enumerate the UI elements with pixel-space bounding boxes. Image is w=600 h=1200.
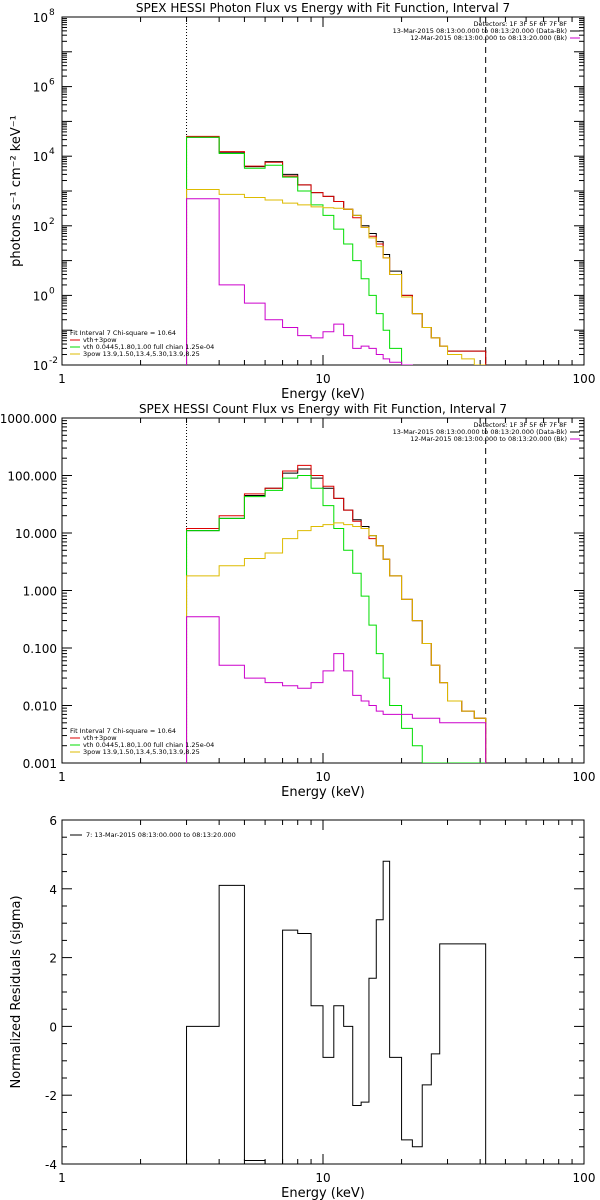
legend-entry: Detectors: 1F 3F 5F 6F 7F 8F xyxy=(473,20,567,28)
y-tick-label: 10 xyxy=(33,150,48,164)
x-tick-label: 1 xyxy=(58,770,66,784)
residuals-panel: 1 10 100 -4 -2 0 2 4 6 Energy (keV) Normalized Res… xyxy=(9,814,595,1200)
x-axis-label: Energy (keV) xyxy=(281,785,365,800)
x-axis-label: Energy (keV) xyxy=(281,387,365,402)
y-tick-label: 1.000 xyxy=(23,585,57,599)
y-tick-label: 6 xyxy=(49,814,57,828)
legend-entry: 7: 13-Mar-2015 08:13:00.000 to 08:13:20.… xyxy=(86,831,236,839)
legend-entry: 13-Mar-2015 08:13:00.000 to 08:13:20.000… xyxy=(393,27,567,35)
legend-entry: Fit Interval 7 Chi-square = 10.64 xyxy=(70,329,176,337)
chart-title: SPEX HESSI Photon Flux vs Energy with Fi… xyxy=(136,1,510,15)
series-thermal xyxy=(186,475,486,763)
legend-entry: 13-Mar-2015 08:13:00.000 to 08:13:20.000… xyxy=(393,428,567,436)
y-tick-label: -2 xyxy=(45,1089,57,1103)
legend-entry: vth 0.0445,1.80,1.00 full chian 1.25e-04 xyxy=(83,741,214,749)
y-tick-label: 10.000 xyxy=(15,527,57,541)
y-tick-label: 0.100 xyxy=(23,642,57,656)
y-tick-exponent: 4 xyxy=(49,147,55,157)
legend-entry: vth+3pow xyxy=(83,734,117,742)
y-tick-label: 2 xyxy=(49,952,57,966)
y-tick-label: 100.000 xyxy=(7,470,57,484)
y-tick-label: 10 xyxy=(33,220,48,234)
series-nonthermal xyxy=(186,522,487,763)
chart-title: SPEX HESSI Count Flux vs Energy with Fit… xyxy=(139,402,507,416)
y-tick-label: 4 xyxy=(49,883,57,897)
legend-entry: 3pow 13.9,1.50,13.4,5.30,13.9,8.25 xyxy=(83,350,200,358)
y-tick-label: 10 xyxy=(33,359,48,373)
y-tick-label: 0 xyxy=(49,1020,57,1034)
series-thermal xyxy=(186,136,487,365)
series-nonthermal xyxy=(186,189,486,365)
x-tick-label: 100 xyxy=(573,372,596,386)
series-background xyxy=(186,198,487,365)
series-data xyxy=(186,468,487,763)
y-tick-label: 10 xyxy=(33,81,48,95)
legend-entry: vth 0.0445,1.80,1.00 full chian 1.25e-04 xyxy=(83,343,214,351)
x-tick-label: 1 xyxy=(58,372,66,386)
series-fit xyxy=(186,464,487,763)
series-data xyxy=(186,136,487,365)
x-tick-label: 10 xyxy=(315,1171,330,1185)
legend-entry: Detectors: 1F 3F 5F 6F 7F 8F xyxy=(473,421,567,429)
y-tick-exponent: 8 xyxy=(49,8,55,18)
legend-entry: 12-Mar-2015 08:13:00.000 to 08:13:20.000… xyxy=(410,435,567,443)
y-tick-label: 10 xyxy=(33,289,48,303)
plot-frame xyxy=(61,819,585,1165)
plot-frame xyxy=(61,417,585,764)
x-axis-label: Energy (keV) xyxy=(281,1186,365,1200)
y-tick-label: 1000.000 xyxy=(0,412,57,426)
y-tick-exponent: 6 xyxy=(49,78,55,88)
legend-entry: vth+3pow xyxy=(83,336,117,344)
x-tick-label: 10 xyxy=(315,372,330,386)
legend-entry: 3pow 13.9,1.50,13.4,5.30,13.9,8.25 xyxy=(83,748,200,756)
series-background xyxy=(186,616,487,763)
y-axis-label: photons s⁻¹ cm⁻² keV⁻¹ xyxy=(9,115,24,267)
y-axis-label: Normalized Residuals (sigma) xyxy=(9,895,24,1088)
series-fit xyxy=(186,135,487,365)
y-tick-exponent: -2 xyxy=(49,356,58,366)
plot-frame xyxy=(61,16,585,366)
x-tick-label: 100 xyxy=(573,1171,596,1185)
x-tick-label: 10 xyxy=(315,770,330,784)
legend-entry: Fit Interval 7 Chi-square = 10.64 xyxy=(70,727,176,735)
y-tick-exponent: 0 xyxy=(49,286,55,296)
y-tick-label: 10 xyxy=(33,11,48,25)
x-tick-label: 100 xyxy=(573,770,596,784)
y-tick-exponent: 2 xyxy=(49,217,55,227)
legend-entry: 12-Mar-2015 08:13:00.000 to 08:13:20.000… xyxy=(410,34,567,42)
series-residuals xyxy=(186,860,487,1164)
x-tick-label: 1 xyxy=(58,1171,66,1185)
count-flux-panel: 1 10 100 0.001 0.010 0.100 1.000 10.000 100.000 1… xyxy=(0,402,595,800)
y-tick-label: 0.001 xyxy=(23,757,57,771)
y-tick-label: -4 xyxy=(45,1158,57,1172)
y-tick-label: 0.010 xyxy=(23,700,57,714)
